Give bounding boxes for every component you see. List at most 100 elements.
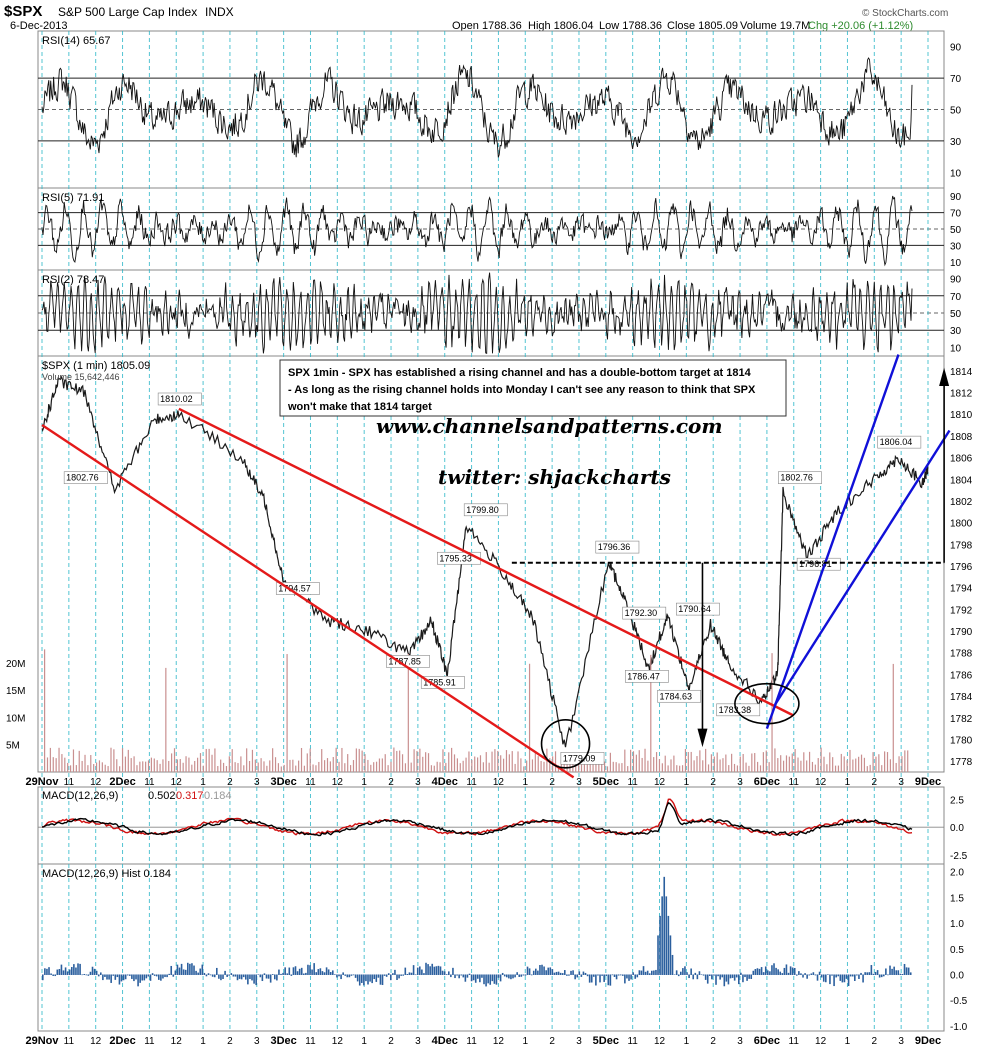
volume-bar [485, 752, 487, 772]
hist-bar [514, 974, 516, 978]
volume-bar [116, 759, 118, 772]
hist-bar [162, 974, 164, 979]
volume-bar [624, 749, 626, 772]
hist-bar [636, 974, 639, 978]
hist-frame [37, 863, 945, 1032]
volume-bar [55, 758, 57, 772]
hist-bar [731, 974, 734, 978]
volume-bar [629, 749, 632, 772]
volume-bar [113, 749, 115, 772]
volume-bar [222, 762, 225, 772]
x-tick-label-mid: 11 [466, 777, 477, 788]
volume-bar [745, 762, 747, 772]
volume-bar [606, 766, 609, 772]
hist-bar [555, 971, 558, 975]
hist-bar [648, 973, 651, 975]
hist-bar [700, 974, 703, 975]
hist-bar [816, 974, 819, 981]
volume-bar [329, 761, 331, 772]
hist-bar [771, 965, 773, 975]
volume-bar [777, 758, 779, 772]
volume-bar [742, 754, 744, 772]
hist-bar [704, 974, 707, 980]
hist-bar [899, 973, 902, 975]
hist-bar [624, 974, 626, 984]
note-box [279, 359, 787, 417]
hist-bar [487, 974, 489, 984]
volume-bar [139, 761, 141, 772]
hist-bar [387, 973, 390, 975]
hist-bar [158, 974, 160, 980]
hist-bar [754, 969, 757, 975]
bottom-circle-1 [540, 719, 591, 769]
change-value: Chg +20.06 (+1.12%) [808, 20, 913, 32]
volume-bar [837, 765, 840, 772]
volume-bar [907, 750, 909, 772]
x-tick-label-mid: 4Dec [432, 776, 458, 788]
hist-bar [673, 974, 676, 975]
hist-bar [135, 974, 137, 980]
x-tick-label-bottom: 2 [549, 1036, 555, 1047]
hist-bar [470, 974, 473, 982]
volume-bar [731, 753, 733, 772]
volume-bar [728, 765, 730, 772]
ohlc-high: High 1806.04 [528, 20, 593, 32]
hist-bar [659, 915, 661, 975]
hist-bar [615, 974, 618, 980]
hist-bar [733, 974, 736, 981]
volume-bar [145, 761, 147, 772]
hist-bar [174, 970, 177, 975]
ohlc-open: Open 1788.36 [452, 20, 522, 32]
hist-bar [856, 974, 858, 976]
x-tick-label-mid: 1 [845, 777, 851, 788]
hist-bar [611, 974, 614, 976]
hist-bar [68, 969, 71, 975]
hist-bar [806, 974, 808, 979]
volume-bar [413, 749, 415, 772]
volume-bar [523, 766, 525, 772]
x-tick-label-mid: 12 [654, 777, 666, 788]
hist-bar [688, 974, 690, 979]
hist-bar [878, 974, 881, 978]
volume-bar [722, 758, 724, 772]
hist-bar [207, 973, 210, 975]
hist-bar [843, 974, 846, 983]
volume-bar [866, 766, 868, 772]
hist-bar [211, 974, 214, 977]
hist-bar [872, 973, 875, 975]
rsi5-line [41, 195, 913, 267]
hist-bar [298, 968, 301, 975]
volume-bar [508, 754, 510, 772]
rsi2-tick-label: 90 [950, 275, 962, 286]
volume-bar [554, 751, 557, 772]
volume-bar [849, 749, 851, 772]
volume-bar [52, 757, 54, 772]
hist-bar [800, 973, 802, 975]
volume-bar [326, 758, 329, 772]
x-tick-label-mid: 11 [789, 777, 800, 788]
volume-bar [78, 750, 80, 772]
price-tick-label: 1782 [950, 714, 973, 725]
hist-bar [798, 971, 800, 975]
hist-bar [885, 968, 887, 975]
volume-bar [884, 751, 886, 772]
hist-bar [176, 964, 179, 975]
hist-bar [292, 967, 295, 975]
x-tick-label-bottom: 12 [332, 1036, 344, 1047]
volume-bar [318, 761, 320, 772]
volume-bar [289, 759, 291, 772]
volume-bar [251, 749, 254, 772]
hist-bar [485, 974, 487, 987]
hist-bar [50, 973, 52, 975]
volume-bar [393, 747, 395, 772]
volume-bar [315, 765, 317, 772]
hist-bar [280, 973, 282, 975]
note-line-2: - As long as the rising channel holds in… [288, 384, 756, 396]
price-tick-label: 1806 [950, 454, 973, 465]
hist-bar [354, 974, 357, 978]
volume-bar [173, 748, 176, 772]
x-tick-label-mid: 2 [710, 777, 716, 788]
hist-bar [758, 968, 761, 975]
hist-bar [791, 967, 794, 975]
hist-bar [748, 974, 750, 979]
